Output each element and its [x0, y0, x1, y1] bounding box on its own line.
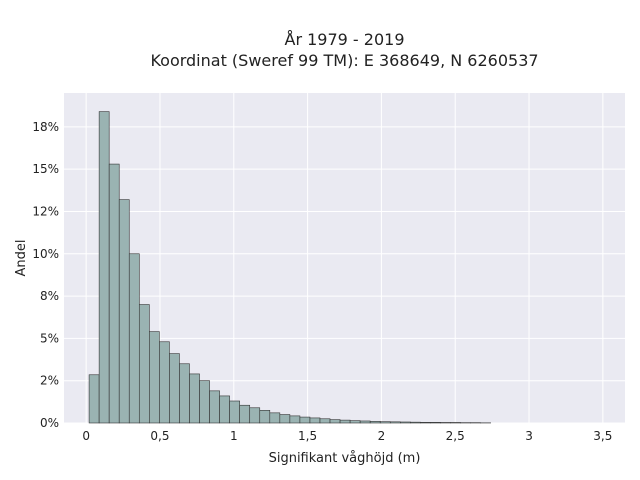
y-tick-labels: 0% 2% 5% 8% 10% 12% 15% 18%: [32, 120, 59, 430]
x-tick-label: 1: [230, 429, 238, 443]
histogram-bar: [279, 414, 291, 424]
histogram-bar: [359, 420, 371, 424]
x-tick-label: 1,5: [298, 429, 317, 443]
x-tick-label: 3,5: [593, 429, 612, 443]
y-tick-label: 18%: [32, 120, 59, 134]
x-tick-label: 3: [525, 429, 533, 443]
histogram-bar: [88, 374, 100, 424]
histogram-bar: [440, 422, 451, 424]
x-tick-label: 2,5: [446, 429, 465, 443]
histogram-bar: [98, 111, 110, 424]
histogram-bar: [329, 419, 341, 424]
histogram-bar: [118, 199, 130, 424]
histogram-bar: [138, 304, 150, 424]
histogram-bar: [209, 390, 220, 424]
y-tick-label: 0%: [40, 416, 59, 430]
x-tick-label: 2: [378, 429, 386, 443]
y-tick-label: 10%: [32, 247, 59, 261]
histogram-bar: [379, 421, 391, 424]
x-tick-labels: 0 0,5 1 1,5 2 2,5 3 3,5: [82, 429, 612, 443]
y-tick-label: 5%: [40, 331, 59, 345]
histogram-bar: [319, 418, 331, 424]
histogram-bar: [149, 331, 160, 424]
histogram-bar: [249, 407, 261, 424]
histogram-bar: [199, 380, 210, 424]
y-tick-label: 15%: [32, 162, 59, 176]
x-tick-label: 0,5: [150, 429, 169, 443]
chart-title-line-1: År 1979 - 2019: [285, 30, 405, 49]
histogram-bar: [128, 253, 140, 424]
histogram-bar: [159, 341, 170, 424]
histogram-bar: [400, 421, 411, 424]
histogram-bar: [179, 363, 190, 424]
histogram-bars: [88, 111, 491, 424]
histogram-bar: [239, 404, 251, 424]
histogram-bar: [450, 422, 461, 424]
histogram-bar: [309, 417, 321, 424]
histogram-bar: [339, 419, 351, 424]
y-tick-label: 2%: [40, 374, 59, 388]
histogram-bar: [189, 373, 200, 424]
y-axis-label: Andel: [14, 240, 29, 277]
y-tick-label: 8%: [40, 289, 59, 303]
x-axis-label: Signifikant våghöjd (m): [269, 451, 421, 466]
chart-title-line-2: Koordinat (Sweref 99 TM): E 368649, N 62…: [150, 51, 538, 70]
histogram-bar: [289, 415, 301, 424]
histogram-bar: [269, 412, 281, 424]
histogram-bar: [108, 163, 120, 424]
histogram-bar: [420, 422, 431, 424]
histogram-bar: [389, 421, 401, 424]
histogram-bar: [369, 421, 381, 424]
histogram-bar: [430, 422, 441, 424]
histogram-bar: [410, 421, 421, 424]
histogram-bar: [219, 395, 230, 424]
histogram-bar: [169, 353, 180, 424]
x-tick-label: 0: [82, 429, 90, 443]
histogram-bar: [349, 420, 361, 424]
histogram-bar: [299, 416, 311, 424]
y-tick-label: 12%: [32, 204, 59, 218]
histogram-bar: [229, 400, 240, 424]
histogram-bar: [259, 410, 271, 424]
